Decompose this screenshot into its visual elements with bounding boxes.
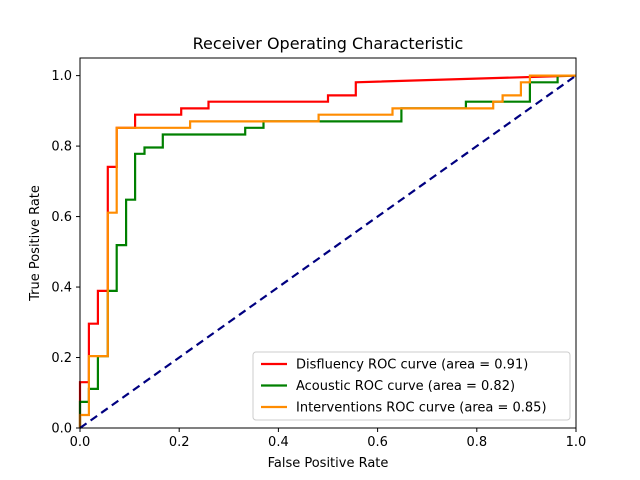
y-tick-label: 1.0 (51, 69, 72, 84)
x-tick-label: 1.0 (566, 435, 587, 450)
y-tick-label: 0.0 (51, 422, 72, 437)
x-axis-label: False Positive Rate (268, 456, 389, 471)
axis-ticks: 0.0 0.2 0.4 0.6 0.8 1.0 0.0 0.2 0.4 0.6 0.8 1.0 (51, 69, 586, 450)
legend: Disfluency ROC curve (area = 0.91) Acoust… (252, 351, 571, 421)
y-tick-label: 0.8 (51, 140, 72, 155)
y-tick-label: 0.4 (51, 281, 72, 296)
legend-label-0: Disfluency ROC curve (area = 0.91) (296, 358, 528, 373)
x-tick-label: 0.4 (268, 435, 289, 450)
chart-title: Receiver Operating Characteristic (193, 34, 464, 53)
plot-area (78, 74, 577, 429)
y-tick-label: 0.6 (51, 210, 72, 225)
chance-diagonal-line (79, 74, 577, 429)
legend-label-1: Acoustic ROC curve (area = 0.82) (296, 379, 515, 394)
x-tick-label: 0.2 (169, 435, 190, 450)
x-tick-label: 0.0 (70, 435, 91, 450)
legend-label-2: Interventions ROC curve (area = 0.85) (296, 401, 547, 416)
legend-box (252, 351, 571, 421)
series-line-2 (78, 74, 576, 428)
axes-frame (79, 57, 577, 429)
y-axis-label: True Positive Rate (28, 185, 43, 302)
y-tick-label: 0.2 (51, 351, 72, 366)
x-tick-label: 0.6 (367, 435, 388, 450)
x-tick-label: 0.8 (466, 435, 487, 450)
